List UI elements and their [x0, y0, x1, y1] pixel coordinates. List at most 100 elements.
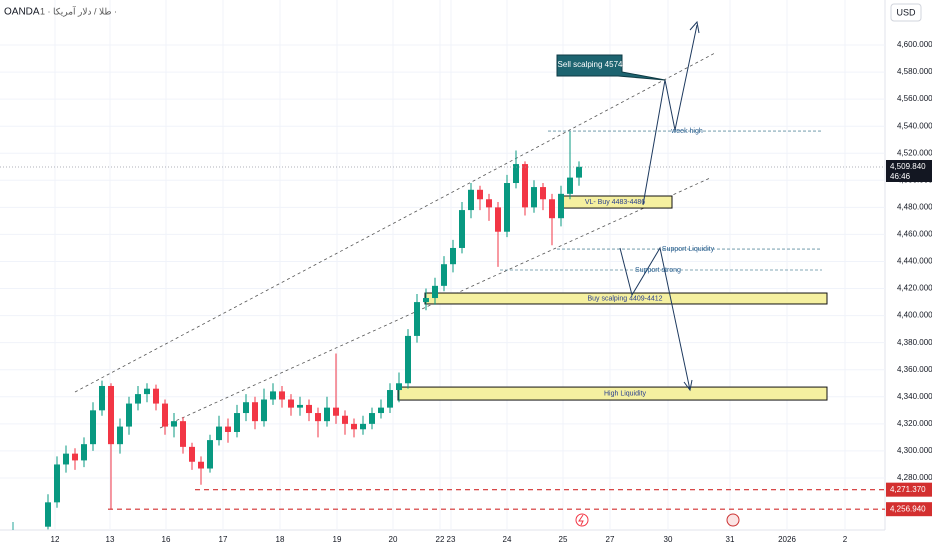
candle-body — [225, 426, 231, 432]
candle-body — [189, 446, 195, 462]
candle-body — [72, 453, 78, 461]
y-tick-label: 4,340.000 — [897, 392, 932, 401]
candle-body — [117, 426, 123, 445]
y-tick-label: 4,600.000 — [897, 40, 932, 49]
candle-body — [216, 426, 222, 441]
candle-body — [81, 444, 87, 461]
price-tag-label: 4,256.940 — [890, 504, 926, 513]
x-tick-label: 2026 — [778, 535, 796, 544]
y-tick-label: 4,540.000 — [897, 121, 932, 130]
y-tick-label: 4,440.000 — [897, 257, 932, 266]
candle-body — [423, 298, 429, 303]
candle-body — [567, 177, 573, 194]
zone-label: Buy scalping 4409-4412 — [587, 295, 662, 302]
candle-body — [459, 210, 465, 248]
candle-body — [54, 464, 60, 503]
y-tick-label: 4,280.000 — [897, 473, 932, 482]
y-tick-label: 4,380.000 — [897, 338, 932, 347]
y-tick-label: 4,580.000 — [897, 67, 932, 76]
candle-body — [369, 413, 375, 424]
candle-body — [144, 388, 150, 395]
candle-body — [207, 440, 213, 469]
x-tick-label: 17 — [219, 535, 228, 544]
candle-body — [252, 402, 258, 422]
candle-body — [99, 385, 105, 411]
level-label: week high — [670, 128, 703, 135]
candle-body — [135, 394, 141, 404]
candle-body — [297, 404, 303, 408]
candle-body — [324, 407, 330, 422]
candle-body — [108, 385, 114, 445]
x-tick-label: 13 — [106, 535, 115, 544]
x-tick-label: 23 — [447, 535, 456, 544]
title: طلا / دلار آمریکا · 1 · — [40, 5, 117, 17]
y-tick-label: 4,360.000 — [897, 365, 932, 374]
y-tick-label: 4,480.000 — [897, 202, 932, 211]
x-tick-label: 30 — [664, 535, 673, 544]
candle-body — [450, 247, 456, 265]
candle-body — [63, 453, 69, 465]
candle-body — [396, 383, 402, 391]
last-price-label: 4,509.840 — [890, 162, 926, 171]
last-price-tag — [886, 159, 932, 182]
level-label: Support Liquidity — [662, 246, 715, 253]
candle-body — [360, 423, 366, 430]
event-icon — [578, 514, 584, 526]
price-tag-label: 4,271.370 — [890, 485, 926, 494]
candle-body — [342, 415, 348, 424]
candle-body — [495, 207, 501, 232]
y-tick-label: 4,560.000 — [897, 94, 932, 103]
x-tick-label: 18 — [276, 535, 285, 544]
x-tick-label: 24 — [503, 535, 512, 544]
arrowhead — [683, 379, 693, 392]
x-tick-label: 19 — [333, 535, 342, 544]
source: OANDA — [4, 7, 40, 18]
candle-body — [351, 423, 357, 430]
zone — [397, 386, 828, 401]
x-tick-label: 2 — [843, 535, 848, 544]
candle-body — [486, 199, 492, 208]
candle-body — [45, 502, 51, 527]
price-axis — [885, 0, 932, 550]
candle-body — [180, 421, 186, 447]
forecast-arrow — [619, 246, 691, 391]
candle-body — [126, 403, 132, 427]
candle-body — [441, 264, 447, 286]
x-tick-label: 20 — [389, 535, 398, 544]
forecast-arrow — [642, 24, 698, 206]
x-tick-label: 12 — [51, 535, 60, 544]
y-tick-label: 4,420.000 — [897, 284, 932, 293]
candle-body — [522, 164, 528, 208]
candle-body — [468, 189, 474, 211]
candle-body — [333, 407, 339, 416]
marks — [45, 130, 885, 530]
candle-body — [414, 302, 420, 336]
candle-body — [477, 189, 483, 200]
zone-label: VL- Buy 4483-4486 — [585, 199, 645, 206]
candle-body — [279, 391, 285, 400]
candle-body — [261, 399, 267, 422]
candle-body — [405, 335, 411, 384]
candle-body — [153, 388, 159, 404]
y-tick-label: 4,520.000 — [897, 148, 932, 157]
zone-label: High Liquidity — [604, 390, 647, 397]
y-tick-label: 4,320.000 — [897, 419, 932, 428]
x-tick-label: 25 — [559, 535, 568, 544]
x-tick-label: 16 — [162, 535, 171, 544]
candle-body — [558, 193, 564, 219]
candle-body — [549, 199, 555, 219]
candle-body — [234, 413, 240, 432]
channel-upper — [74, 52, 716, 393]
candle-body — [432, 285, 438, 299]
event-flag — [726, 513, 740, 527]
candle-body — [306, 404, 312, 414]
countdown: 46:46 — [890, 172, 911, 181]
candle-body — [513, 164, 519, 184]
volume-bar — [12, 522, 14, 530]
arrowhead — [689, 20, 700, 34]
y-tick-label: 4,400.000 — [897, 311, 932, 320]
y-tick-label: 4,460.000 — [897, 230, 932, 239]
y-tick-label: 4,300.000 — [897, 446, 932, 455]
